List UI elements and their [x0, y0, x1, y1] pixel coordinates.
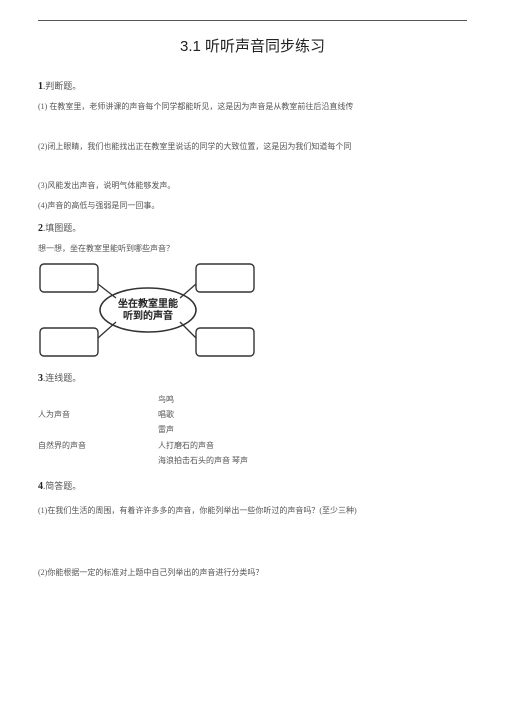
- q1-item-3: (3)风能发出声音，说明气体能够发声。: [38, 179, 467, 193]
- q4-item-1: (1)在我们生活的周围，有着许许多多的声音，你能列举出一些你听过的声音吗？(至少…: [38, 502, 467, 520]
- question-3: 3.连线题。 鸟鸣 人为声音 唱歌 雷声 自然界的声音 人打磨石的声音 海浪拍击…: [38, 368, 467, 468]
- q4-label: .简答题。: [43, 481, 81, 491]
- q3-right-3: 雷声: [158, 422, 358, 437]
- q2-label: .填图题。: [43, 223, 81, 233]
- q1-item-2: (2)闭上眼睛，我们也能找出正在教室里说话的同学的大致位置，这是因为我们知道每个…: [38, 140, 467, 154]
- q3-right-2: 唱歌: [158, 407, 358, 422]
- question-2: 2.填图题。 想一想，坐在教室里能听到哪些声音？ 坐在教室里能 听到的声音: [38, 218, 467, 358]
- q3-right-1: 鸟鸣: [158, 392, 358, 407]
- mind-box-top-right: [196, 264, 254, 292]
- page: 3.1 听听声音同步练习 1.判断题。 (1) 在教室里，老师讲课的声音每个同学…: [0, 0, 505, 714]
- mind-box-bottom-left: [40, 328, 98, 356]
- mind-map: 坐在教室里能 听到的声音: [38, 262, 467, 358]
- mind-box-bottom-right: [196, 328, 254, 356]
- q3-label: .连线题。: [43, 373, 81, 383]
- mind-center-text-2: 听到的声音: [123, 309, 173, 322]
- page-title: 3.1 听听声音同步练习: [38, 35, 467, 56]
- q1-item-4: (4)声音的高低与强弱是同一回事。: [38, 199, 467, 213]
- q3-right-4: 人打磨石的声音: [98, 438, 358, 453]
- q3-right-5: 海浪拍击石头的声音 琴声: [158, 453, 358, 468]
- q1-item-1: (1) 在教室里，老师讲课的声音每个同学都能听见，这是因为声音是从教室前往后沿直…: [38, 100, 467, 114]
- q4-item-2: (2)你能根据一定的标准对上题中自己列举出的声音进行分类吗？: [38, 566, 467, 580]
- q1-label: .判断题。: [43, 81, 81, 91]
- mind-center-ellipse: [100, 288, 196, 332]
- q2-prompt: 想一想，坐在教室里能听到哪些声音？: [38, 242, 467, 256]
- mind-box-top-left: [40, 264, 98, 292]
- question-1: 1.判断题。 (1) 在教室里，老师讲课的声音每个同学都能听见，这是因为声音是从…: [38, 76, 467, 114]
- mind-center-text-1: 坐在教室里能: [118, 297, 178, 310]
- question-4: 4.简答题。 (1)在我们生活的周围，有着许许多多的声音，你能列举出一些你听过的…: [38, 476, 467, 579]
- top-rule: [38, 20, 467, 21]
- q3-left-1: 人为声音: [38, 407, 158, 422]
